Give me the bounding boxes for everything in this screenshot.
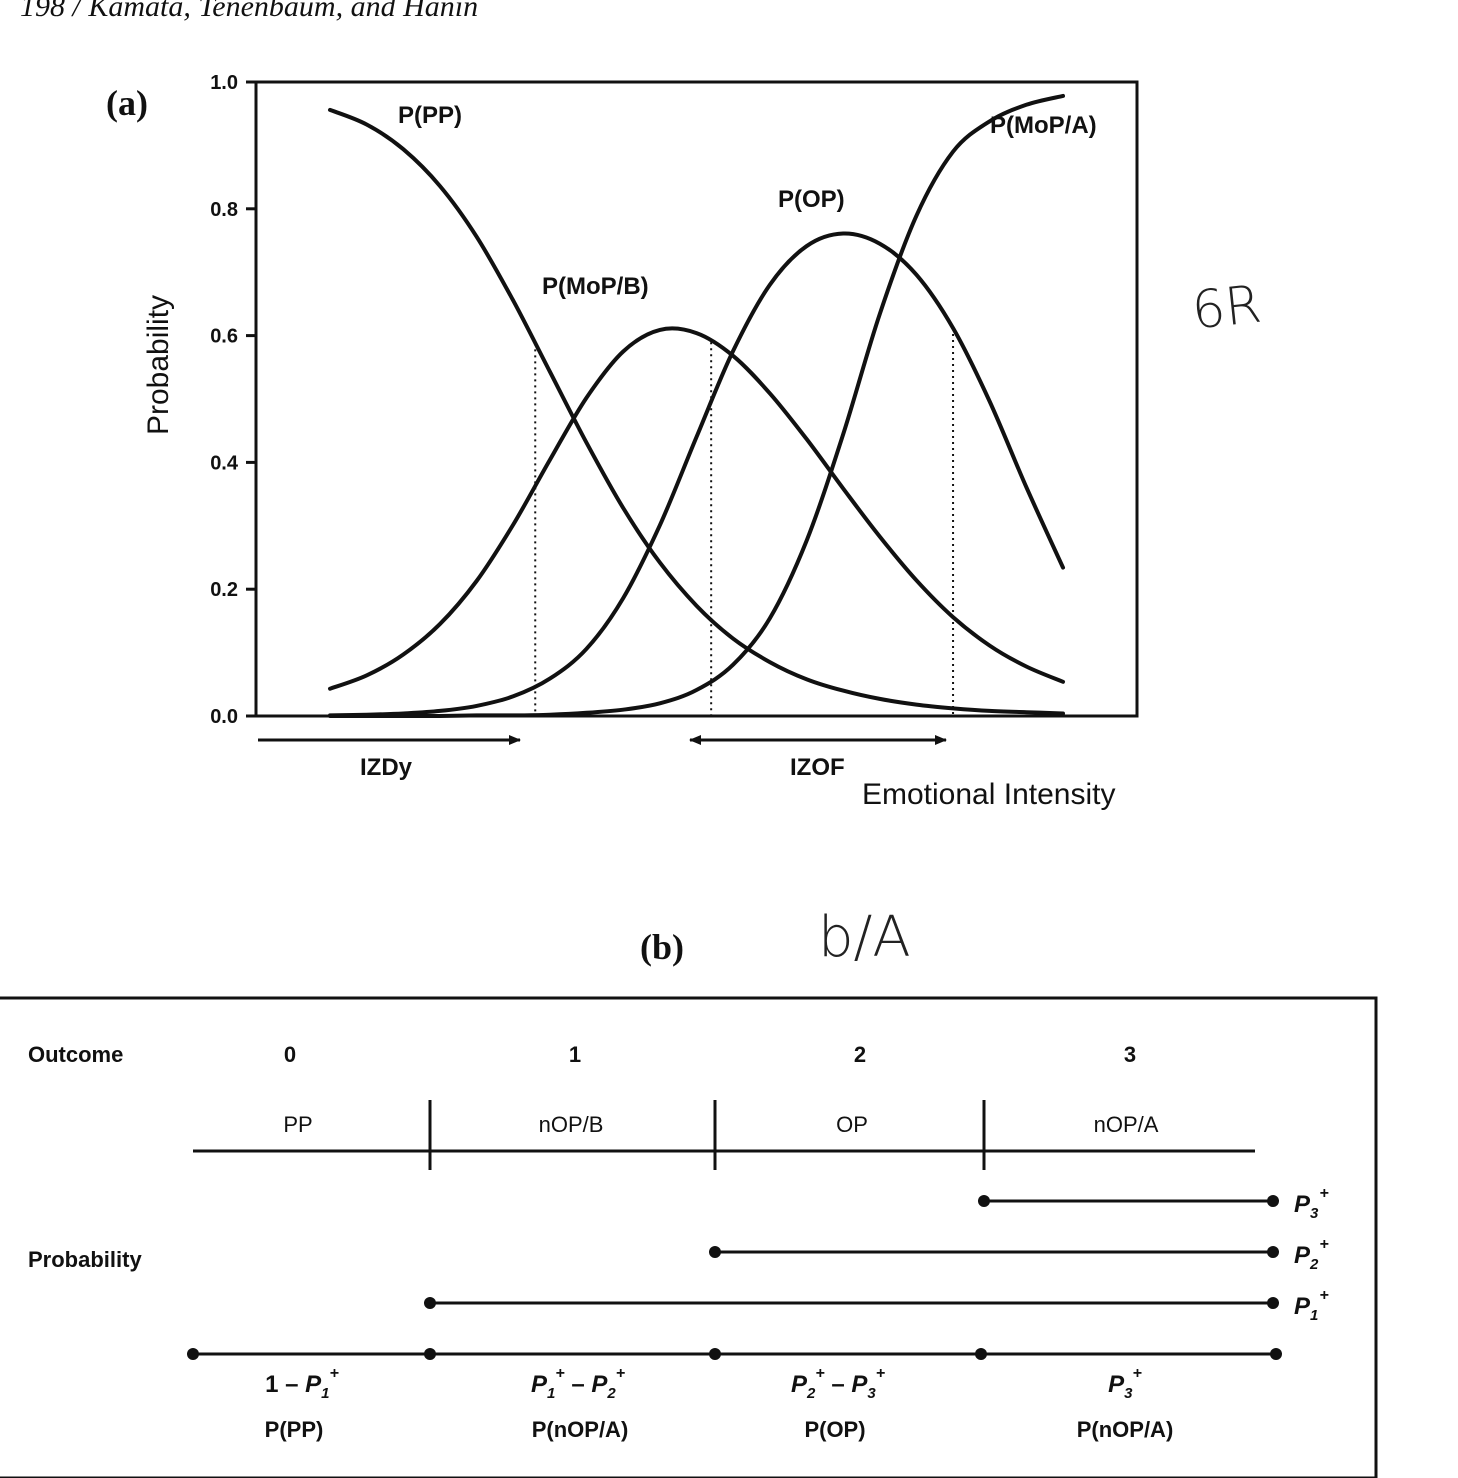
formula-outcome-1: P1+ – P2+ xyxy=(531,1365,625,1402)
outcome-3: 3 xyxy=(1124,1042,1136,1067)
chart-a: 0.00.20.40.60.81.0 P(PP) P(MoP/B) P(OP) … xyxy=(142,72,1139,811)
label-p-mop-b: P(MoP/B) xyxy=(542,273,649,300)
handwritten-note-b: b/A xyxy=(818,905,911,970)
name-outcome-0: P(PP) xyxy=(265,1417,324,1442)
name-outcome-3: P(nOP/A) xyxy=(1077,1417,1174,1442)
category-pp: PP xyxy=(283,1112,312,1137)
outcome-0: 0 xyxy=(284,1042,296,1067)
curve-series-1 xyxy=(328,326,1065,691)
cumulative-p3-line xyxy=(978,1195,1279,1207)
formula-outcome-3: P3+ xyxy=(1108,1365,1142,1402)
formula-outcome-2: P2+ – P3+ xyxy=(791,1365,885,1402)
x-axis-label: Emotional Intensity xyxy=(862,778,1115,811)
panel-b-frame xyxy=(0,996,1378,1478)
cumulative-p2-line xyxy=(709,1246,1279,1258)
running-head: 198 / Kamata, Tenenbaum, and Hanin xyxy=(20,0,479,23)
y-axis-label: Probability xyxy=(142,295,175,435)
cumulative-p2-label: P2+ xyxy=(1294,1236,1329,1273)
probability-scheme-b: Outcome Probability 0 1 2 3 PP nOP/B OP … xyxy=(0,996,1378,1478)
category-op: OP xyxy=(836,1112,868,1137)
y-tick-label: 0.4 xyxy=(210,452,239,474)
curve-series-3 xyxy=(328,93,1065,719)
y-axis: 0.0 0.2 0.4 0.6 0.8 1.0 xyxy=(210,72,256,728)
partition-line xyxy=(187,1348,1282,1360)
label-p-op: P(OP) xyxy=(778,186,845,213)
name-outcome-1: P(nOP/A) xyxy=(532,1417,629,1442)
curve-series-0 xyxy=(328,107,1065,716)
crossing-droplines xyxy=(534,327,955,716)
y-tick-label: 0.0 xyxy=(210,706,238,728)
curves xyxy=(328,93,1065,719)
izdy-label: IZDy xyxy=(360,754,413,781)
panel-b-label: (b) xyxy=(640,927,684,967)
outcome-1: 1 xyxy=(569,1042,581,1067)
curve-series-2 xyxy=(328,231,1065,718)
y-tick-label: 0.6 xyxy=(210,326,238,348)
outcome-2: 2 xyxy=(854,1042,866,1067)
name-outcome-2: P(OP) xyxy=(804,1417,865,1442)
category-nop-b: nOP/B xyxy=(539,1112,604,1137)
cumulative-p1-line xyxy=(424,1297,1279,1309)
formula-outcome-0: 1 – P1+ xyxy=(265,1365,339,1402)
label-p-pp: P(PP) xyxy=(398,102,462,129)
panel-a-label: (a) xyxy=(106,83,148,123)
outcome-label: Outcome xyxy=(28,1042,123,1067)
label-p-mop-a: P(MoP/A) xyxy=(990,112,1097,139)
y-tick-label: 0.8 xyxy=(210,199,238,221)
category-nop-a: nOP/A xyxy=(1094,1112,1159,1137)
cumulative-p3-label: P3+ xyxy=(1294,1185,1329,1222)
y-tick-label: 1.0 xyxy=(210,72,238,94)
probability-label: Probability xyxy=(28,1247,142,1272)
y-tick-label: 0.2 xyxy=(210,579,238,601)
izof-label: IZOF xyxy=(790,754,845,781)
cumulative-p1-label: P1+ xyxy=(1294,1287,1329,1324)
plot-frame xyxy=(254,80,1139,718)
